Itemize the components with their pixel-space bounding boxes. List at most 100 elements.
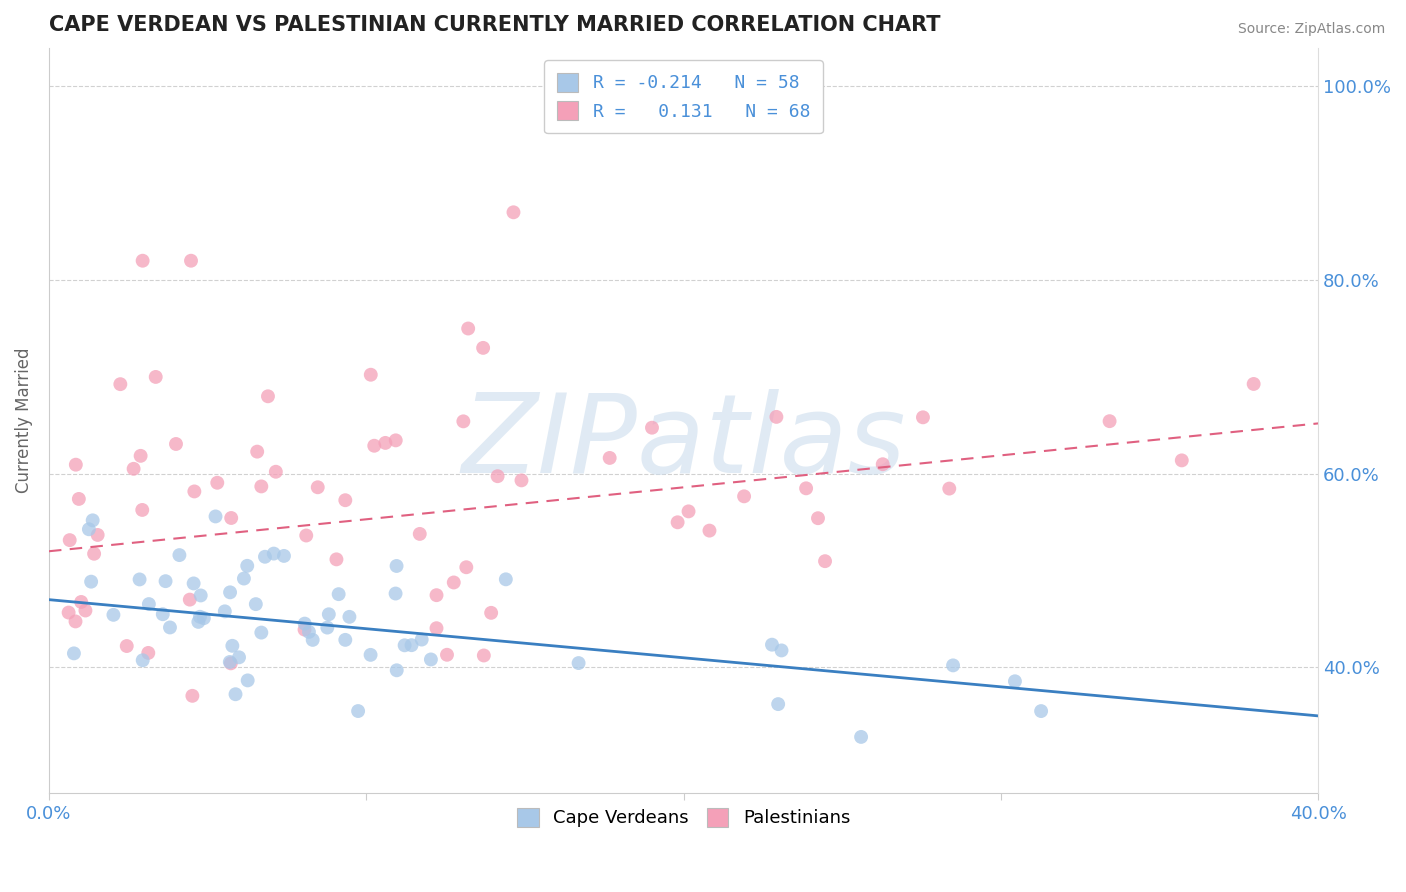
- Point: [250, 625, 273, 640]
- Point: [384, 434, 406, 448]
- Point: [58, 606, 80, 620]
- Point: [264, 465, 287, 479]
- Point: [335, 493, 357, 508]
- Point: [80, 574, 103, 589]
- Point: [75, 603, 97, 617]
- Point: [136, 646, 159, 660]
- Point: [495, 572, 517, 586]
- Point: [183, 484, 205, 499]
- Point: [938, 482, 960, 496]
- Point: [129, 449, 152, 463]
- Point: [115, 639, 138, 653]
- Point: [221, 639, 243, 653]
- Point: [295, 528, 318, 542]
- Point: [257, 389, 280, 403]
- Point: [347, 704, 370, 718]
- Point: [1029, 704, 1052, 718]
- Point: [298, 624, 321, 639]
- Point: [218, 655, 240, 669]
- Point: [103, 607, 125, 622]
- Point: [456, 560, 478, 574]
- Point: [318, 607, 340, 622]
- Point: [131, 503, 153, 517]
- Point: [180, 253, 202, 268]
- Point: [65, 458, 87, 472]
- Point: [453, 414, 475, 428]
- Point: [678, 504, 700, 518]
- Point: [766, 697, 789, 711]
- Point: [207, 475, 229, 490]
- Point: [214, 604, 236, 618]
- Point: [110, 377, 132, 392]
- Point: [374, 436, 396, 450]
- Point: [849, 730, 872, 744]
- Point: [59, 533, 82, 548]
- Point: [479, 606, 502, 620]
- Point: [666, 516, 689, 530]
- Point: [384, 586, 406, 600]
- Point: [253, 549, 276, 564]
- Point: [236, 673, 259, 688]
- Point: [1004, 674, 1026, 689]
- Point: [159, 620, 181, 634]
- Point: [183, 576, 205, 591]
- Point: [190, 589, 212, 603]
- Point: [401, 638, 423, 652]
- Point: [360, 368, 382, 382]
- Text: Source: ZipAtlas.com: Source: ZipAtlas.com: [1237, 22, 1385, 37]
- Point: [699, 524, 721, 538]
- Point: [138, 597, 160, 611]
- Point: [131, 653, 153, 667]
- Point: [385, 663, 408, 677]
- Point: [236, 558, 259, 573]
- Point: [599, 450, 621, 465]
- Point: [77, 522, 100, 536]
- Point: [63, 646, 86, 660]
- Point: [411, 632, 433, 647]
- Point: [457, 321, 479, 335]
- Point: [219, 657, 242, 671]
- Point: [122, 462, 145, 476]
- Point: [83, 547, 105, 561]
- Point: [187, 615, 209, 629]
- Point: [86, 528, 108, 542]
- Point: [872, 457, 894, 471]
- Point: [232, 572, 254, 586]
- Point: [325, 552, 347, 566]
- Point: [770, 643, 793, 657]
- Point: [65, 615, 87, 629]
- Point: [360, 648, 382, 662]
- Point: [228, 650, 250, 665]
- Point: [70, 595, 93, 609]
- Point: [246, 444, 269, 458]
- Point: [436, 648, 458, 662]
- Point: [486, 469, 509, 483]
- Point: [328, 587, 350, 601]
- Point: [394, 638, 416, 652]
- Point: [443, 575, 465, 590]
- Point: [425, 588, 447, 602]
- Point: [911, 410, 934, 425]
- Point: [245, 597, 267, 611]
- Point: [193, 611, 215, 625]
- Point: [67, 491, 90, 506]
- Text: ZIPatlas: ZIPatlas: [461, 390, 905, 496]
- Point: [169, 548, 191, 562]
- Point: [131, 253, 153, 268]
- Point: [307, 480, 329, 494]
- Point: [502, 205, 524, 219]
- Point: [510, 474, 533, 488]
- Point: [219, 585, 242, 599]
- Point: [765, 409, 787, 424]
- Point: [385, 559, 408, 574]
- Y-axis label: Currently Married: Currently Married: [15, 348, 32, 493]
- Point: [165, 437, 187, 451]
- Point: [294, 623, 316, 637]
- Point: [181, 689, 204, 703]
- Point: [472, 648, 495, 663]
- Point: [641, 420, 664, 434]
- Point: [294, 616, 316, 631]
- Point: [128, 573, 150, 587]
- Point: [761, 638, 783, 652]
- Text: CAPE VERDEAN VS PALESTINIAN CURRENTLY MARRIED CORRELATION CHART: CAPE VERDEAN VS PALESTINIAN CURRENTLY MA…: [49, 15, 941, 35]
